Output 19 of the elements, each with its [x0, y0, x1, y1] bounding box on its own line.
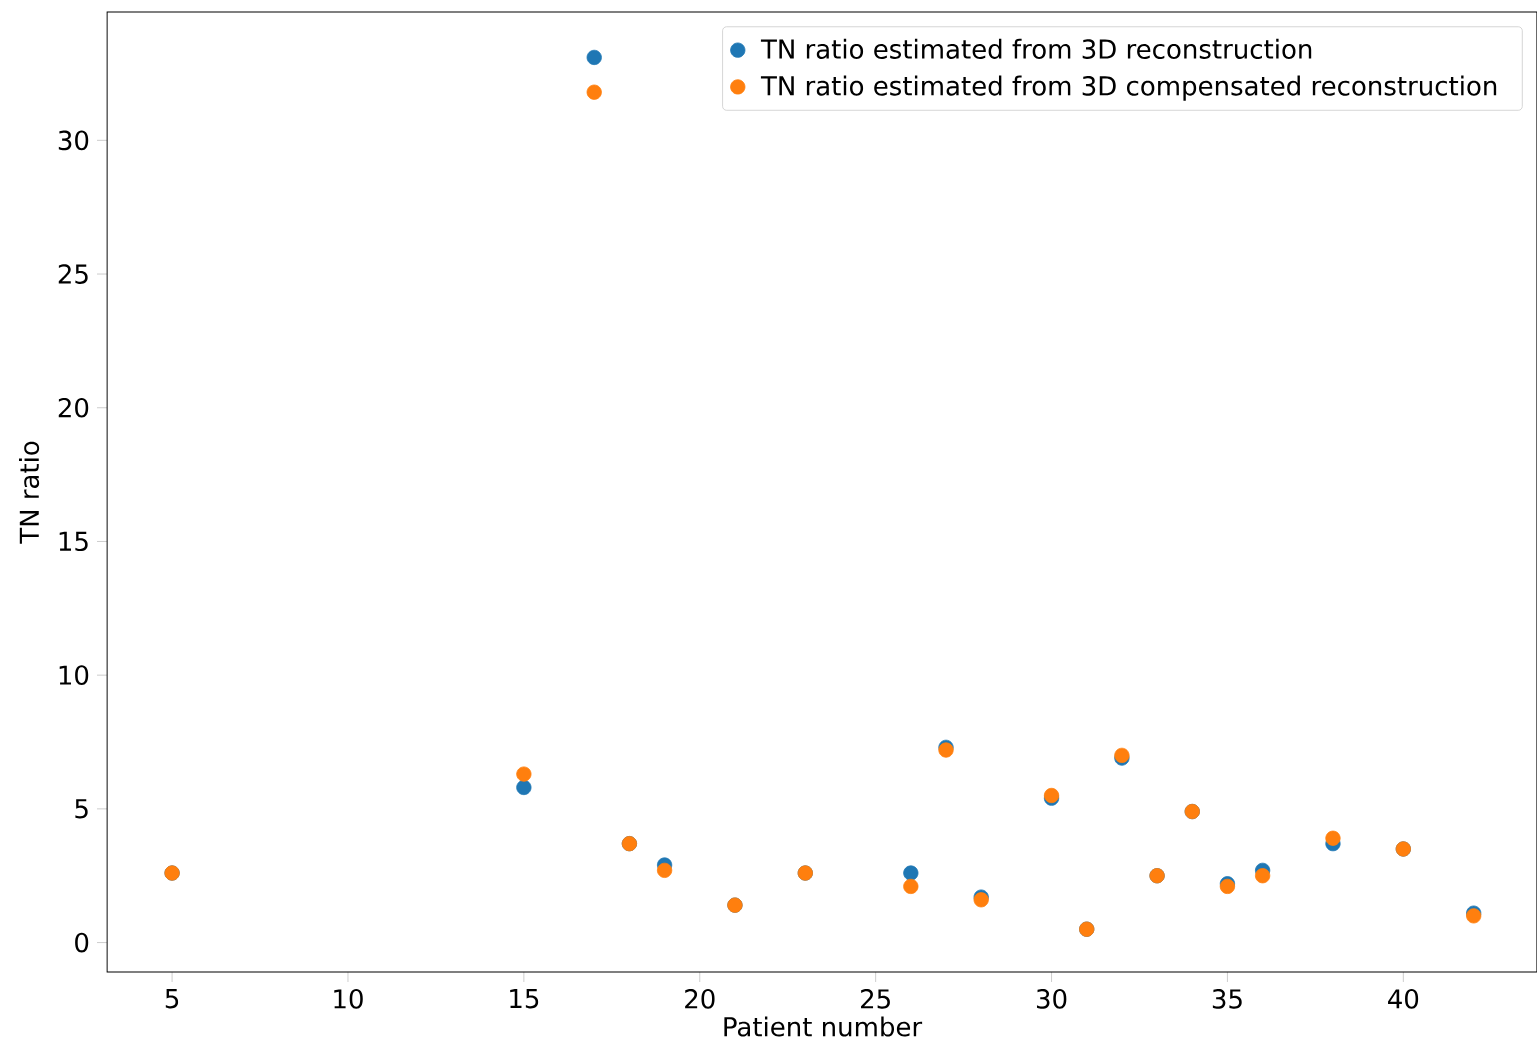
- legend-label: TN ratio estimated from 3D reconstruction: [760, 38, 1312, 59]
- x-tick-label: 15: [510, 989, 539, 1009]
- x-axis-title: Patient number: [724, 1016, 923, 1037]
- y-tick-label: 0: [75, 932, 89, 953]
- x-tick-label: 25: [861, 989, 890, 1009]
- x-tick-label: 35: [1212, 989, 1242, 1009]
- x-tick-label: 40: [1388, 989, 1419, 1009]
- y-tick-label: 15: [59, 531, 88, 552]
- y-tick-label: 5: [75, 799, 88, 819]
- y-axis-title: TN ratio: [18, 441, 40, 544]
- x-tick-label: 30: [1036, 989, 1067, 1009]
- y-tick-label: 10: [59, 665, 89, 685]
- legend-label: TN ratio estimated from 3D compensated reconstruction: [760, 75, 1497, 101]
- x-tick-label: 10: [334, 989, 363, 1009]
- x-tick-label: 20: [685, 989, 715, 1009]
- y-tick-label: 20: [58, 397, 89, 418]
- y-tick-label: 30: [58, 130, 89, 151]
- x-tick-label: 5: [165, 989, 179, 1009]
- y-tick-label: 25: [58, 264, 88, 284]
